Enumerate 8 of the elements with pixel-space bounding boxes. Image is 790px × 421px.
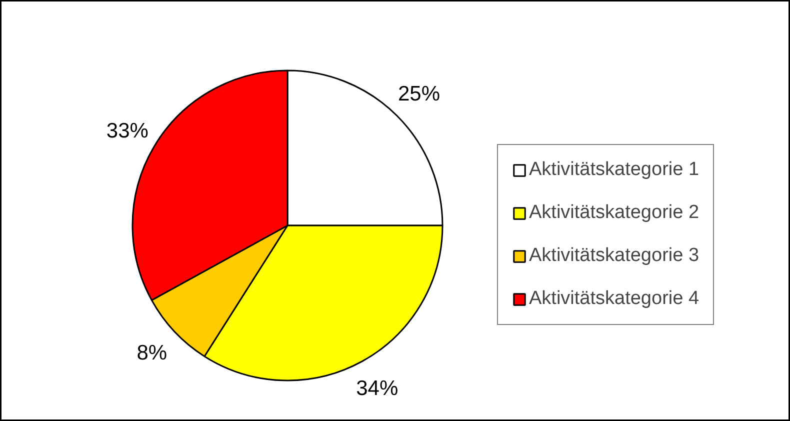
data-label: 25% xyxy=(398,82,440,106)
data-label: 34% xyxy=(356,376,398,400)
legend-label: Aktivitätskategorie 3 xyxy=(529,245,700,267)
data-label: 8% xyxy=(136,341,168,364)
legend-label: Aktivitätskategorie 1 xyxy=(529,159,700,181)
legend-label: Aktivitätskategorie 2 xyxy=(529,202,700,224)
data-label: 33% xyxy=(106,119,148,142)
legend-label: Aktivitätskategorie 4 xyxy=(529,288,700,310)
